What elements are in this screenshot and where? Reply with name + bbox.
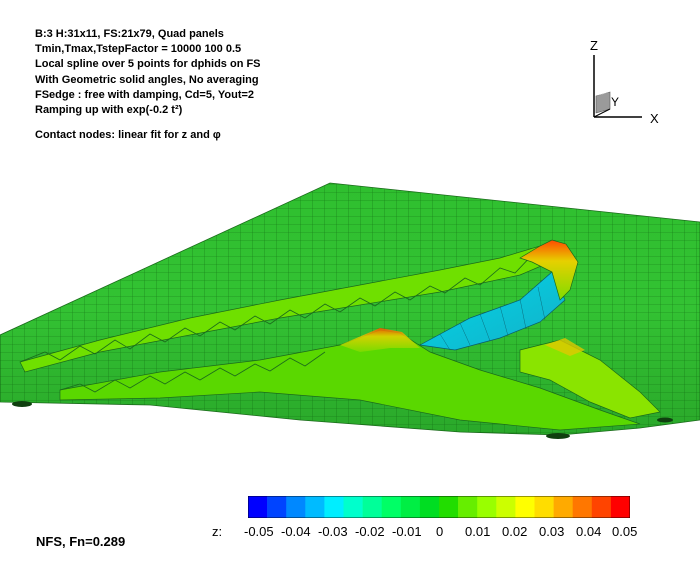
- colorbar-swatch: [477, 496, 497, 518]
- case-info: B:3 H:31x11, FS:21x79, Quad panels Tmin,…: [35, 27, 261, 143]
- colorbar-swatch: [362, 496, 382, 518]
- colorbar-swatch: [610, 496, 630, 518]
- axis-z-label: Z: [590, 38, 598, 53]
- axis-triad: Z Y X: [590, 38, 659, 126]
- colorbar-swatch: [515, 496, 535, 518]
- colorbar-swatch: [553, 496, 573, 518]
- colorbar-swatch: [591, 496, 612, 518]
- footer-label: NFS, Fn=0.289: [36, 534, 126, 549]
- colorbar-swatch: [439, 496, 459, 518]
- colorbar-swatch: [267, 496, 287, 518]
- bow-crest: [519, 239, 579, 301]
- colorbar-tick-label: 0.03: [539, 524, 565, 539]
- colorbar-swatch: [572, 496, 593, 518]
- colorbar-tick-label: 0.04: [576, 524, 602, 539]
- colorbar-tick-label: 0.01: [465, 524, 491, 539]
- info-line-2: Tmin,Tmax,TstepFactor = 10000 100 0.5: [35, 43, 242, 56]
- wave-ridge-lower: [59, 329, 641, 431]
- colorbar-swatch: [286, 496, 306, 518]
- colorbar-variable-label: z:: [212, 524, 223, 539]
- colorbar-swatch: [534, 496, 554, 518]
- colorbar-labels: z: -0.05 -0.04 -0.03 -0.02 -0.01 0 0.01 …: [210, 524, 670, 540]
- colorbar-swatch: [305, 496, 325, 518]
- colorbar-tick-label: 0.02: [502, 524, 528, 539]
- info-line-4: With Geometric solid angles, No averagin…: [35, 73, 259, 86]
- info-line-1: B:3 H:31x11, FS:21x79, Quad panels: [35, 28, 224, 40]
- contact-note: Contact nodes: linear fit for z and φ: [35, 129, 221, 142]
- colorbar-swatch: [343, 496, 363, 518]
- axis-x-label: X: [650, 111, 659, 126]
- colorbar-swatch: [496, 496, 516, 518]
- colorbar-swatch: [381, 496, 402, 518]
- info-line-6: Ramping up with exp(-0.2 t²): [35, 104, 183, 117]
- colorbar-tick-label: -0.03: [318, 524, 348, 539]
- colorbar-tick-label: -0.02: [355, 524, 385, 539]
- info-line-3: Local spline over 5 points for dphids on…: [35, 58, 261, 71]
- colorbar-swatch: [419, 496, 440, 518]
- colorbar-tick-label: 0: [436, 524, 444, 539]
- axis-y-label: Y: [611, 95, 619, 109]
- info-line-5: FSedge : free with damping, Cd=5, Yout=2: [35, 88, 255, 101]
- colorbar-swatch: [324, 496, 344, 518]
- colorbar-tick-label: -0.05: [244, 524, 274, 539]
- colorbar-swatch: [400, 496, 421, 518]
- colorbar-tick-label: -0.01: [392, 524, 422, 539]
- colorbar-swatch: [458, 496, 478, 518]
- colorbar-tick-label: -0.04: [281, 524, 311, 539]
- colorbar-tick-label: 0.05: [612, 524, 638, 539]
- colorbar: [248, 496, 630, 518]
- hull-trough: [418, 271, 566, 351]
- colorbar-swatch: [248, 496, 268, 518]
